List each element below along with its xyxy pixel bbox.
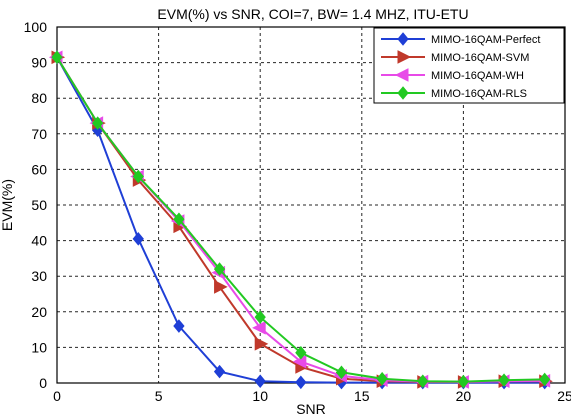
legend-label: MIMO-16QAM-RLS [431,88,527,100]
legend-swatch-marker [397,50,412,64]
y-tick-label: 50 [31,197,47,213]
legend-entry: MIMO-16QAM-SVM [381,50,529,64]
y-tick-label: 60 [31,161,47,177]
series-line [56,56,545,384]
data-point [254,310,266,324]
x-tick-label: 15 [354,388,370,404]
y-tick-label: 30 [31,268,47,284]
y-axis-label: EVM(%) [0,179,15,231]
x-tick-label: 25 [557,388,571,404]
data-point [213,364,226,379]
y-tick-label: 80 [31,90,47,106]
y-tick-label: 100 [24,19,48,35]
y-tick-label: 40 [31,233,47,249]
data-point [335,365,348,380]
data-point [173,212,185,227]
y-tick-label: 20 [31,304,47,320]
x-tick-label: 20 [456,388,472,404]
data-point [292,354,307,369]
data-series [48,50,553,390]
data-point [214,280,228,294]
data-point [295,375,307,390]
data-point [417,374,429,389]
data-point [254,374,266,389]
legend: MIMO-16QAM-Perfect MIMO-16QAM-SVM MIMO-16Q… [373,27,565,104]
data-point [132,169,144,184]
chart-title: EVM(%) vs SNR, COI=7, BW= 1.4 MHZ, ITU-E… [157,6,468,22]
legend-entry: MIMO-16QAM-RLS [381,86,527,100]
legend-entry: MIMO-16QAM-WH [381,68,524,82]
y-tick-label: 90 [31,55,47,71]
grid [57,27,565,383]
data-point [132,232,144,246]
x-tick-label: 5 [155,388,163,404]
data-point [51,50,63,65]
data-point [91,116,104,130]
data-point [173,319,185,333]
data-point [498,373,510,387]
legend-entry: MIMO-16QAM-Perfect [381,32,540,46]
legend-label: MIMO-16QAM-SVM [431,52,529,64]
legend-label: MIMO-16QAM-WH [431,70,524,82]
y-tick-label: 10 [31,339,47,355]
data-point [295,345,307,360]
x-axis-label: SNR [296,401,326,417]
x-tick-label: 0 [53,388,61,404]
data-point [539,372,551,387]
data-point [213,262,226,276]
data-point [254,337,269,351]
series-mimo-16qam-rls [51,50,551,389]
legend-label: MIMO-16QAM-Perfect [431,34,540,46]
legend-swatch-marker [394,68,409,82]
data-point [457,374,470,389]
axis-ticks: 0 5 10 15 20 25 0 10 20 30 40 50 60 70 80 90 100 [24,19,571,404]
legend-swatch-marker [397,86,409,100]
data-point [252,321,266,335]
x-tick-label: 10 [252,388,268,404]
y-tick-label: 0 [39,375,47,391]
data-point [376,371,388,386]
legend-swatch-marker [397,32,409,46]
y-tick-label: 70 [31,126,47,142]
